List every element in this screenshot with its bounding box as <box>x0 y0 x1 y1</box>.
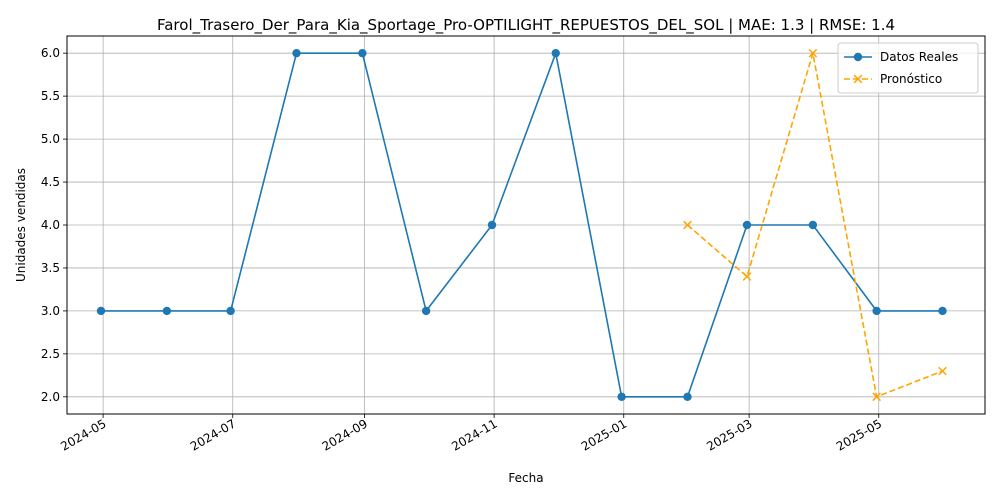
y-axis-label: Unidades vendidas <box>14 168 28 282</box>
y-tick-label: 2.5 <box>41 347 60 361</box>
x-tick-label: 2024-05 <box>58 416 108 453</box>
datos-reales-point <box>742 220 752 230</box>
x-axis-label: Fecha <box>508 471 543 485</box>
datos-reales-point <box>551 48 560 58</box>
y-tick-label: 3.5 <box>41 261 60 275</box>
chart-title: Farol_Trasero_Der_Para_Kia_Sportage_Pro-… <box>157 16 895 35</box>
marker-stroke <box>808 48 818 58</box>
series-layer <box>96 48 947 402</box>
y-tick-label: 4.5 <box>41 175 60 189</box>
x-axis-ticks: 2024-05 2024-07 2024-09 2024-11 2025-01 2025-… <box>58 414 884 454</box>
y-tick-label: 5.0 <box>41 132 60 146</box>
datos-reales-point <box>421 306 431 316</box>
datos-reales-point <box>683 392 692 402</box>
legend: Datos Reales Pronóstico <box>837 42 979 94</box>
marker-stroke <box>853 74 863 84</box>
datos-reales-point <box>358 48 367 58</box>
marker-stroke <box>938 366 947 376</box>
pronostico-point <box>872 392 881 402</box>
y-tick-label: 5.5 <box>41 89 60 103</box>
pronostico-point <box>808 48 818 58</box>
x-tick-label: 2024-11 <box>449 416 499 453</box>
x-tick-label: 2025-05 <box>834 416 884 453</box>
pronostico-point <box>742 272 752 281</box>
y-axis-ticks: 2.0 2.5 3.0 3.5 4.0 4.5 5.0 5.5 6.0 <box>41 46 67 404</box>
legend-label-pronostico: Pronóstico <box>880 72 942 86</box>
datos-reales-point <box>808 220 818 230</box>
legend-marker-pronostico <box>853 74 863 84</box>
legend-label-datos-reales: Datos Reales <box>880 50 958 64</box>
datos-reales-point <box>292 48 301 58</box>
datos-reales-point <box>162 306 172 316</box>
datos-reales-point <box>226 306 235 316</box>
datos-reales-point <box>872 306 881 316</box>
datos-reales-point <box>938 306 947 316</box>
pronostico-point <box>683 220 692 230</box>
marker-stroke <box>683 220 692 230</box>
y-tick-label: 4.0 <box>41 218 60 232</box>
x-tick-label: 2025-01 <box>579 416 629 453</box>
datos-reales-point <box>96 306 106 316</box>
x-tick-label: 2024-07 <box>188 416 238 453</box>
y-tick-label: 3.0 <box>41 304 60 318</box>
x-tick-label: 2025-03 <box>704 416 754 453</box>
legend-box <box>837 42 979 94</box>
y-tick-label: 2.0 <box>41 390 60 404</box>
marker-stroke <box>742 272 752 281</box>
pronostico-point <box>938 366 947 376</box>
x-tick-label: 2024-09 <box>320 416 370 453</box>
datos-reales-point <box>617 392 626 402</box>
marker-stroke <box>872 392 881 402</box>
datos-reales-point <box>487 220 497 230</box>
datos-reales-line <box>101 50 943 398</box>
legend-marker-datos-reales <box>853 52 863 62</box>
y-tick-label: 6.0 <box>41 46 60 60</box>
grid <box>67 36 985 414</box>
